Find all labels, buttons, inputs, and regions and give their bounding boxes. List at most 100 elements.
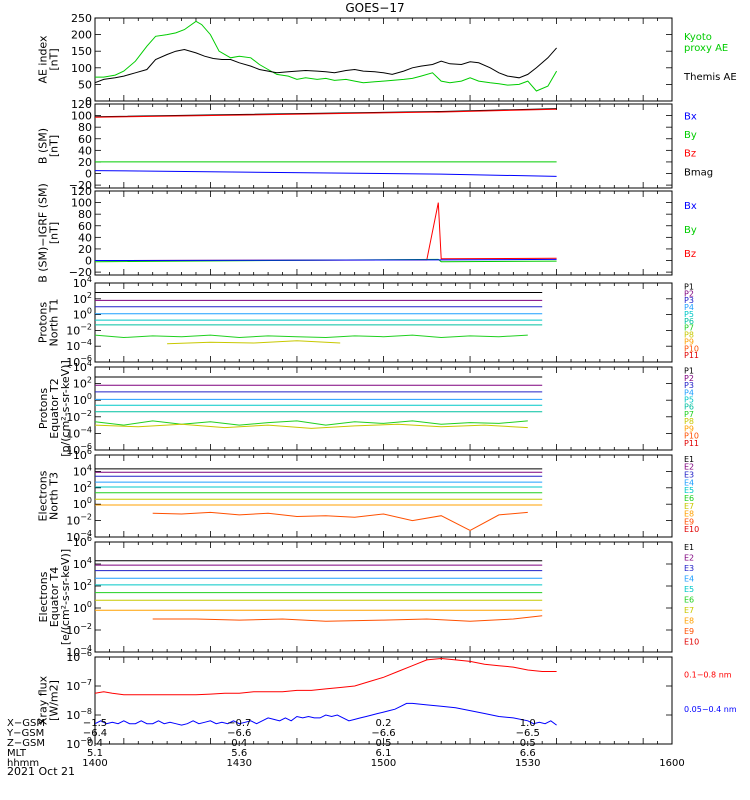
series-label: E4 <box>684 478 694 487</box>
y-tick-exponent: 4 <box>87 463 92 472</box>
y-tick-label: 100 <box>73 496 92 511</box>
y-tick-exponent: −4 <box>80 425 92 434</box>
x-row-value: 0.4 <box>231 738 247 749</box>
x-row-label: Z−GSM <box>7 738 45 749</box>
x-row-value: 0.5 <box>520 738 536 749</box>
series-label: P11 <box>684 439 699 448</box>
y-tick-label: 20 <box>78 243 92 256</box>
x-row-value: −6.6 <box>227 728 251 739</box>
y-tick-label: 102 <box>73 376 92 391</box>
x-row-value: −6.5 <box>516 728 540 739</box>
x-row-label: hhmm <box>7 758 39 769</box>
y-tick-label: 106 <box>73 534 92 549</box>
y-tick-exponent: 2 <box>87 376 92 385</box>
y-tick-label: 10−4 <box>66 338 92 353</box>
series-label: E3 <box>684 471 694 480</box>
y-tick-exponent: −6 <box>80 354 92 363</box>
series-label: E2 <box>684 554 694 563</box>
y-tick-exponent: 4 <box>87 275 92 284</box>
y-axis-label: Equator T4 <box>48 567 61 627</box>
y-axis-label: [e/(cm²-s-sr-keV)] <box>59 549 72 645</box>
series-label: P3 <box>684 381 694 390</box>
x-row-value: 5.6 <box>231 748 247 759</box>
x-row-value: 1430 <box>227 758 252 769</box>
y-axis-label: Electrons <box>37 571 50 622</box>
y-tick-exponent: 0 <box>87 600 92 609</box>
x-axis-table: X−GSM −1.5 −0.7 0.2 1.0 Y−GSM −6.4 −6.6 −6.6 −6.5… <box>6 718 685 769</box>
y-tick-label: 104 <box>73 359 92 374</box>
series-label: P7 <box>684 324 694 333</box>
panel-frame <box>94 190 673 276</box>
y-axis-label: Protons <box>37 302 50 343</box>
x-row-value: 1400 <box>82 758 107 769</box>
y-tick-exponent: 2 <box>87 480 92 489</box>
y-tick-label: 0 <box>85 95 92 108</box>
series-label: P2 <box>684 374 694 383</box>
y-tick-exponent: −6 <box>80 649 92 658</box>
x-row-value: 6.1 <box>376 748 392 759</box>
y-tick-label: 120 <box>71 98 92 111</box>
series-label: E1 <box>684 455 694 464</box>
series-label: P9 <box>684 337 694 346</box>
x-row-label: X−GSM <box>7 718 45 729</box>
panel-frame <box>94 103 673 189</box>
y-tick-exponent: 2 <box>87 578 92 587</box>
y-tick-label: 10−6 <box>66 649 92 664</box>
panel-frame <box>94 282 673 363</box>
series-label: E1 <box>684 543 694 552</box>
y-tick-exponent: −4 <box>80 529 92 538</box>
series-line-p8 <box>94 423 528 429</box>
y-tick-label: 102 <box>73 480 92 495</box>
series-line-kyoto-proxy-ae <box>95 20 558 92</box>
y-tick-label: 40 <box>78 144 92 157</box>
y-tick-label: 250 <box>71 12 92 25</box>
y-tick-label: 10−7 <box>66 678 92 693</box>
series-label: Bz <box>684 249 696 260</box>
y-tick-label: 120 <box>71 185 92 198</box>
y-axis-label: Xray flux <box>37 675 50 725</box>
y-tick-label: 10−2 <box>66 513 92 528</box>
series-label: P10 <box>684 432 699 441</box>
y-tick-label: 100 <box>73 307 92 322</box>
y-tick-label: 0 <box>85 168 92 181</box>
series-label: P4 <box>684 388 694 397</box>
y-tick-label: −20 <box>69 266 92 279</box>
x-row-value: 0.5 <box>376 738 392 749</box>
x-row-value: −1.5 <box>83 718 107 729</box>
series-label: 0.1−0.8 nm <box>684 670 732 679</box>
plot-title: GOES−17 <box>345 1 404 15</box>
x-row-value: 1500 <box>371 758 396 769</box>
series-line-bx <box>94 258 557 261</box>
series-label: E5 <box>684 486 694 495</box>
series-label: P6 <box>684 403 694 412</box>
y-tick-exponent: −2 <box>80 622 92 631</box>
series-label: P10 <box>684 344 699 353</box>
series-label: P7 <box>684 410 694 419</box>
x-row-value: 0.2 <box>376 718 392 729</box>
series-line-p7 <box>94 334 528 339</box>
series-line-0-05-0-4-nm <box>94 702 557 726</box>
series-label: E10 <box>684 525 699 534</box>
y-tick-label: 102 <box>73 578 92 593</box>
panel-frame <box>94 366 673 451</box>
legend-kyoto: proxy AE <box>684 43 728 54</box>
legend-kyoto: Kyoto <box>684 32 712 43</box>
y-axis-label: [nT] <box>48 135 61 157</box>
panel-frame <box>94 541 673 653</box>
x-row-value: 1.0 <box>520 718 536 729</box>
series-label: P11 <box>684 351 699 360</box>
date-label: 2021 Oct 21 <box>7 765 75 778</box>
series-label: Bx <box>684 201 697 212</box>
y-axis-label: North T3 <box>48 472 61 520</box>
series-label: E9 <box>684 517 694 526</box>
y-axis-label: [p/(cm²-s-sr-keV)] <box>59 360 72 457</box>
y-tick-exponent: −4 <box>80 338 92 347</box>
y-tick-exponent: 4 <box>87 556 92 565</box>
y-axis-label: B (SM) <box>37 128 50 164</box>
